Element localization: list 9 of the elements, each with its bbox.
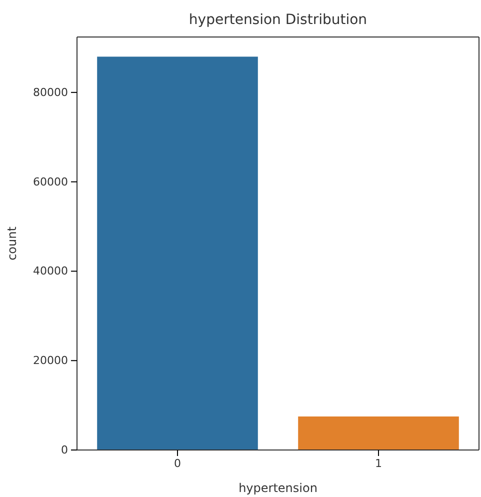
y-tick-label: 20000: [33, 354, 68, 368]
y-axis-title: count: [5, 226, 19, 260]
x-axis-title: hypertension: [238, 481, 318, 495]
x-tick-label: 1: [375, 456, 382, 470]
y-tick-label: 60000: [33, 175, 68, 188]
y-tick-label: 40000: [33, 264, 68, 278]
y-tick-label: 0: [61, 444, 68, 457]
y-tick-label: 80000: [33, 86, 68, 99]
chart-title: hypertension Distribution: [188, 12, 368, 28]
